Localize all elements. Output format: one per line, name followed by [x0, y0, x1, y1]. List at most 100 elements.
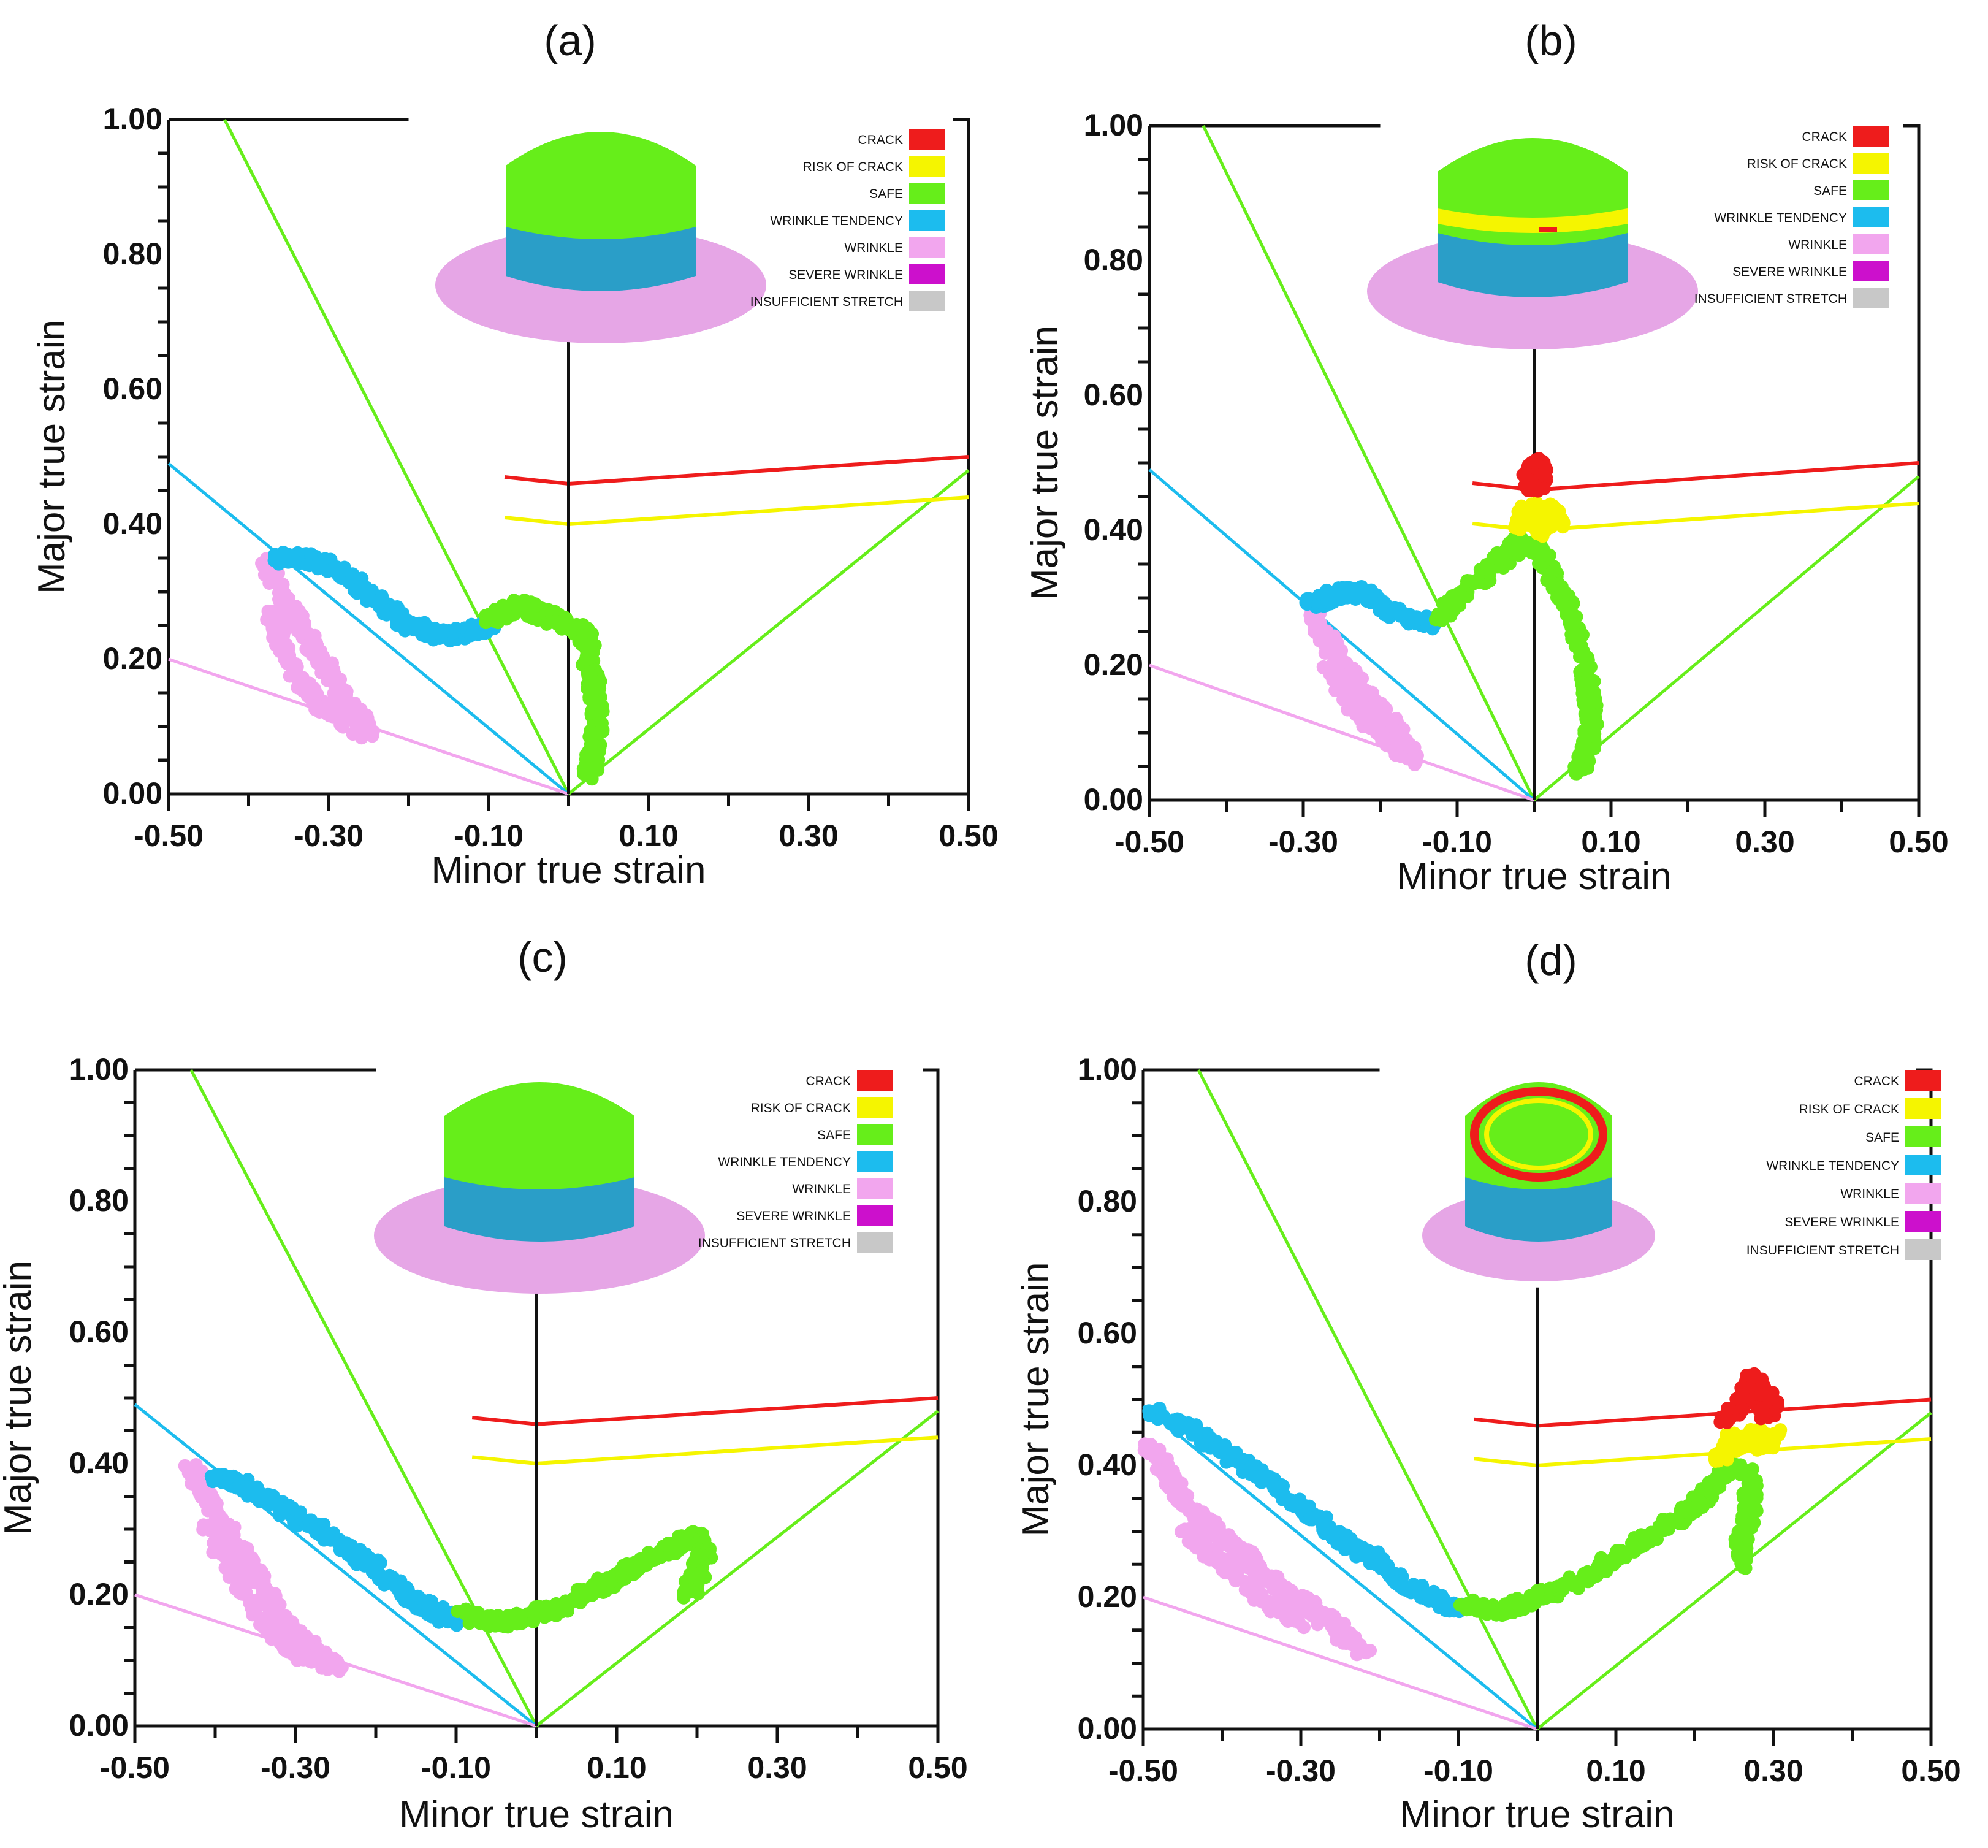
legend-label: SAFE	[1813, 184, 1847, 198]
legend: CRACK RISK OF CRACK SAFE WRINKLE TENDENCY WR…	[1694, 126, 1889, 308]
y-tick-label: 0.60	[103, 372, 162, 406]
x-tick-label: -0.50	[100, 1751, 170, 1785]
x-tick-label: -0.10	[1422, 825, 1492, 859]
legend-label: SEVERE WRINKLE	[1784, 1215, 1899, 1229]
legend-label: WRINKLE TENDENCY	[718, 1155, 851, 1169]
legend-label: INSUFFICIENT STRETCH	[1746, 1243, 1899, 1258]
wrinkle-tendency-line	[134, 1403, 538, 1727]
risk-of-crack-curve	[471, 1435, 939, 1466]
legend-swatch	[909, 291, 945, 311]
legend-swatch	[1905, 1155, 1941, 1175]
x-axis-label: Minor true strain	[1400, 1793, 1675, 1836]
legend-swatch	[857, 1232, 893, 1253]
y-axis-label: Major true strain	[1024, 326, 1066, 600]
y-axis-label: Major true strain	[0, 1261, 39, 1535]
wrinkle-tendency-line	[167, 462, 570, 795]
safe-limit-line-left	[223, 118, 570, 795]
legend-swatch	[857, 1178, 893, 1199]
x-tick-label: 0.10	[1581, 825, 1640, 859]
wrinkle-tendency-line	[1148, 468, 1536, 801]
series-risk-of-crack	[1507, 496, 1571, 543]
y-tick-label: 0.20	[1078, 1579, 1137, 1614]
cup-illustration	[374, 1082, 705, 1294]
cup-top	[444, 1082, 634, 1189]
legend-swatch	[1853, 261, 1889, 281]
panel-label: (a)	[544, 17, 596, 64]
legend-swatch	[909, 210, 945, 231]
legend-label: SAFE	[1865, 1131, 1899, 1145]
safe-limit-line-right	[567, 469, 970, 795]
legend-swatch	[1905, 1126, 1941, 1147]
legend-swatch	[909, 156, 945, 177]
y-tick-label: 1.00	[69, 1052, 129, 1086]
x-tick-label: 0.50	[1889, 825, 1948, 859]
safe-limit-line-left	[1202, 124, 1536, 801]
data-point	[677, 1590, 691, 1605]
data-point	[1363, 1643, 1377, 1657]
legend-swatch	[1905, 1183, 1941, 1204]
x-tick-label: -0.10	[454, 819, 524, 853]
legend-label: RISK OF CRACK	[1747, 157, 1847, 171]
y-tick-label: 0.60	[1084, 378, 1143, 412]
series-safe	[479, 594, 610, 786]
series-safe	[1429, 531, 1604, 781]
panel-label: (d)	[1525, 936, 1577, 984]
y-tick-label: 0.80	[1084, 243, 1143, 277]
legend-label: WRINKLE	[1788, 238, 1847, 252]
x-tick-label: 0.10	[1586, 1754, 1645, 1788]
right-frame-line	[953, 118, 970, 794]
series-wrinkle-tendency	[204, 1467, 468, 1632]
data-point	[273, 600, 287, 614]
y-tick-label: 0.80	[103, 237, 162, 271]
cup-crack-ring	[1470, 1087, 1607, 1182]
x-tick-label: -0.30	[1268, 825, 1338, 859]
series-wrinkle	[1303, 599, 1424, 772]
y-tick-label: 1.00	[1084, 108, 1143, 142]
legend-label: WRINKLE	[1840, 1187, 1899, 1201]
data-point	[576, 762, 590, 776]
data-point	[1350, 1648, 1364, 1662]
x-tick-label: -0.10	[1423, 1754, 1493, 1788]
legend: CRACK RISK OF CRACK SAFE WRINKLE TENDENCY WR…	[750, 129, 945, 311]
x-axis-label: Minor true strain	[1397, 855, 1672, 898]
data-point	[366, 724, 380, 738]
data-point	[449, 1614, 463, 1628]
y-tick-label: 0.80	[69, 1183, 129, 1218]
data-point	[1525, 500, 1539, 514]
legend-label: SEVERE WRINKLE	[788, 268, 903, 282]
data-point	[1357, 1545, 1371, 1559]
data-point	[196, 1522, 210, 1537]
legend-label: WRINKLE	[792, 1182, 851, 1196]
legend-label: CRACK	[805, 1074, 851, 1088]
data-point	[1373, 714, 1387, 728]
chart-panel-b: (b) -0.50 -0.30 -0.10 0.10 0.30 0.50 0.00 0.20 0.…	[1024, 17, 1949, 898]
data-point	[1188, 1535, 1202, 1549]
y-tick-label: 0.20	[69, 1577, 129, 1611]
legend-label: SEVERE WRINKLE	[1732, 265, 1847, 279]
wrinkle-line	[1143, 1595, 1538, 1731]
x-tick-label: -0.50	[1108, 1754, 1178, 1788]
y-axis-label: Major true strain	[31, 319, 73, 594]
legend-swatch	[857, 1097, 893, 1118]
legend-swatch	[909, 129, 945, 150]
series-safe	[451, 1525, 718, 1634]
x-axis-label: Minor true strain	[399, 1793, 674, 1836]
y-tick-label: 1.00	[103, 102, 162, 136]
data-point	[1271, 1581, 1285, 1595]
data-point	[1717, 1436, 1731, 1450]
safe-limit-line-right	[535, 1410, 939, 1727]
cup-crack-spot	[1539, 227, 1557, 232]
data-point	[585, 772, 599, 786]
legend-swatch	[857, 1205, 893, 1226]
legend: CRACK RISK OF CRACK SAFE WRINKLE TENDENCY WR…	[1746, 1070, 1941, 1260]
data-point	[257, 1613, 271, 1627]
data-point	[1739, 1553, 1753, 1567]
x-tick-label: -0.50	[134, 819, 204, 853]
data-point	[357, 1554, 371, 1568]
legend-label: CRACK	[1802, 130, 1847, 144]
y-tick-label: 0.60	[1078, 1316, 1137, 1350]
series-crack	[1516, 452, 1554, 498]
data-point	[1480, 561, 1495, 575]
y-tick-label: 0.40	[1084, 513, 1143, 547]
x-tick-label: 0.30	[747, 1751, 807, 1785]
